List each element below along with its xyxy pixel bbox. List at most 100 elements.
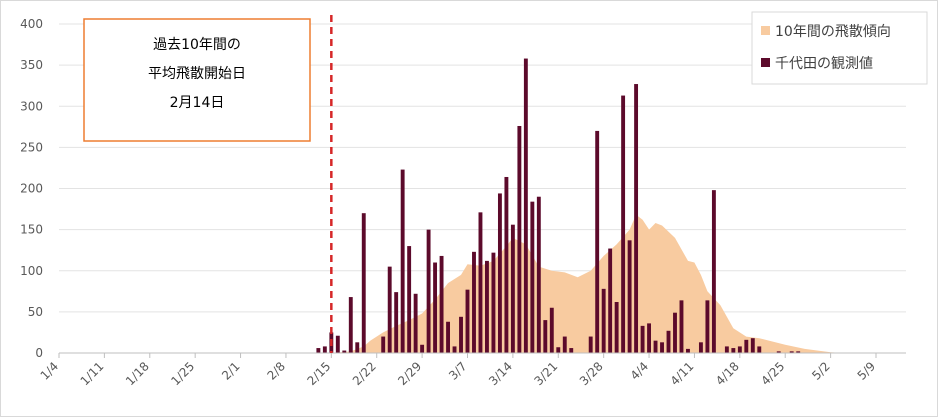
observed-bar (543, 320, 548, 353)
observed-bar (796, 351, 801, 353)
x-tick-label: 4/18 (713, 359, 742, 388)
x-tick-label: 2/29 (395, 359, 424, 388)
observed-bar (556, 347, 561, 353)
observed-bar (407, 246, 412, 353)
observed-bar (459, 316, 463, 353)
y-tick-label: 200 (20, 182, 43, 196)
y-tick-label: 50 (28, 305, 43, 319)
y-tick-label: 350 (20, 58, 43, 72)
annotation-border (83, 18, 311, 142)
observed-bar (472, 251, 476, 353)
observed-bar (485, 260, 489, 353)
observed-bar (387, 266, 392, 353)
observed-bar (394, 292, 399, 353)
observed-bar (446, 321, 450, 353)
observed-bar (588, 336, 593, 353)
observed-bar (640, 325, 645, 353)
observed-bar (705, 300, 710, 353)
legend: 10年間の飛散傾向 千代田の観測値 (751, 11, 928, 85)
observed-bar (595, 130, 600, 353)
x-tick-label: 1/4 (38, 359, 62, 383)
observed-bar (426, 229, 431, 354)
x-tick-label: 2/8 (265, 359, 289, 383)
x-axis-ticks: 1/4 1/11 1/18 1/25 2/1 2/8 2/15 2/22 2/29 3/7 3/14… (38, 353, 878, 388)
observed-bar (400, 169, 405, 353)
x-tick-label: 2/22 (350, 359, 379, 388)
observed-bar (439, 255, 444, 353)
x-tick-label: 1/11 (78, 359, 107, 388)
annotation-line-1: 過去10年間の (153, 37, 241, 53)
observed-bar (673, 312, 677, 353)
y-axis-ticks: 0 50 100 150 200 250 300 350 400 (20, 17, 43, 360)
annotation-box: 過去10年間の 平均飛散開始日 2月14日 (83, 18, 311, 142)
observed-bar (523, 58, 528, 354)
observed-bar (601, 288, 606, 353)
x-tick-label: 5/2 (809, 359, 833, 383)
observed-bar (316, 348, 321, 353)
y-tick-label: 150 (20, 223, 43, 237)
x-tick-label: 4/4 (628, 359, 652, 383)
observed-bar (776, 351, 781, 353)
x-tick-label: 2/1 (219, 359, 243, 383)
x-tick-label: 2/15 (304, 359, 333, 388)
observed-bar (627, 240, 632, 353)
observed-bar (465, 289, 470, 353)
x-tick-label: 4/25 (758, 359, 787, 388)
observed-bar (653, 340, 658, 353)
observed-bar (530, 201, 535, 353)
legend-swatch-trend (761, 26, 770, 35)
observed-bar (342, 350, 347, 353)
x-tick-label: 3/7 (446, 359, 470, 383)
observed-bar (335, 335, 340, 353)
observed-bar (757, 346, 762, 353)
x-tick-label: 1/18 (123, 359, 152, 388)
observed-bar (433, 262, 438, 353)
observed-bar (355, 342, 360, 353)
observed-bar (510, 224, 515, 353)
y-tick-label: 400 (20, 17, 43, 31)
legend-label-observed: 千代田の観測値 (775, 55, 873, 72)
x-tick-label: 3/21 (531, 359, 560, 388)
observed-bar (497, 193, 502, 353)
x-tick-label: 3/28 (577, 359, 606, 388)
legend-label-trend: 10年間の飛散傾向 (775, 24, 891, 40)
observed-bar (491, 252, 496, 353)
observed-bar (621, 95, 626, 353)
observed-bar (549, 307, 554, 353)
y-tick-label: 100 (20, 264, 43, 278)
observed-bar (322, 346, 327, 353)
observed-bar (452, 346, 457, 353)
observed-bar (569, 348, 574, 353)
observed-bar (724, 346, 729, 353)
x-tick-label: 4/11 (668, 359, 697, 388)
observed-bar (666, 330, 671, 353)
observed-bar (348, 297, 353, 353)
observed-bar (536, 196, 541, 353)
x-tick-label: 1/25 (168, 359, 197, 388)
observed-bar (614, 302, 619, 353)
observed-bar (420, 344, 425, 353)
observed-bar (413, 293, 418, 353)
y-tick-label: 250 (20, 140, 43, 154)
observed-bar (679, 300, 684, 353)
observed-bar (711, 190, 716, 353)
observed-bar (504, 176, 509, 353)
observed-bar (608, 248, 613, 353)
observed-bar (731, 348, 736, 353)
y-tick-label: 300 (20, 99, 43, 113)
observed-bar (647, 323, 651, 353)
observed-bar (517, 125, 522, 354)
y-tick-label: 0 (35, 346, 43, 360)
observed-bar (634, 84, 639, 353)
legend-swatch-observed (761, 58, 770, 67)
observed-bar (478, 212, 483, 353)
observed-bar (744, 339, 749, 353)
observed-bar (660, 342, 664, 353)
x-tick-label: 3/14 (486, 359, 515, 388)
annotation-line-3: 2月14日 (170, 95, 225, 111)
observed-bar (381, 336, 386, 353)
observed-bar (562, 336, 567, 353)
observed-bar (361, 213, 366, 353)
